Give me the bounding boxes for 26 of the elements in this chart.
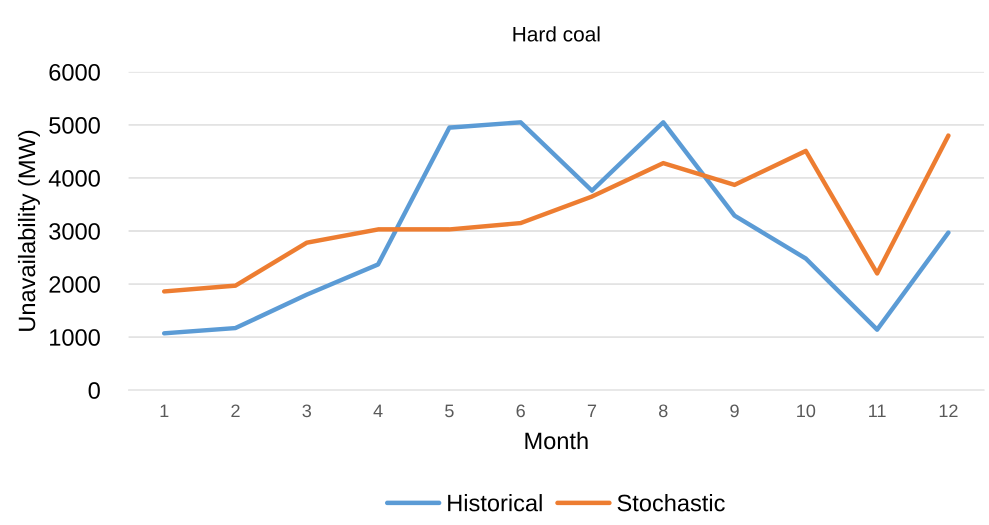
y-tick-label: 3000 bbox=[49, 223, 100, 240]
x-tick-label: 6 bbox=[516, 404, 525, 418]
y-tick-label: 0 bbox=[88, 382, 100, 399]
x-tick-label: 10 bbox=[797, 404, 816, 418]
legend-label: Historical bbox=[448, 494, 542, 512]
x-tick-label: 7 bbox=[588, 404, 596, 418]
x-tick-label: 11 bbox=[869, 404, 886, 418]
y-tick-label: 2000 bbox=[49, 276, 100, 293]
y-tick-label: 6000 bbox=[49, 64, 100, 81]
y-axis-title: Unavailability (MW) bbox=[18, 130, 40, 331]
x-tick-label: 9 bbox=[730, 404, 739, 418]
x-axis-title: Month bbox=[525, 432, 588, 450]
x-tick-label: 4 bbox=[373, 404, 383, 418]
x-tick-label: 5 bbox=[445, 404, 454, 418]
y-tick-label: 5000 bbox=[49, 117, 100, 134]
chart-title: Hard coal bbox=[513, 26, 600, 42]
x-tick-label: 3 bbox=[302, 404, 312, 418]
x-tick-label: 12 bbox=[940, 404, 958, 418]
x-tick-label: 8 bbox=[659, 404, 668, 418]
x-tick-label: 2 bbox=[231, 404, 240, 418]
y-tick-label: 1000 bbox=[50, 329, 100, 346]
x-tick-label: 1 bbox=[160, 404, 168, 418]
line-series bbox=[162, 133, 951, 294]
y-tick-label: 4000 bbox=[48, 170, 100, 187]
legend-label: Stochastic bbox=[618, 494, 725, 512]
line-series bbox=[162, 120, 951, 336]
